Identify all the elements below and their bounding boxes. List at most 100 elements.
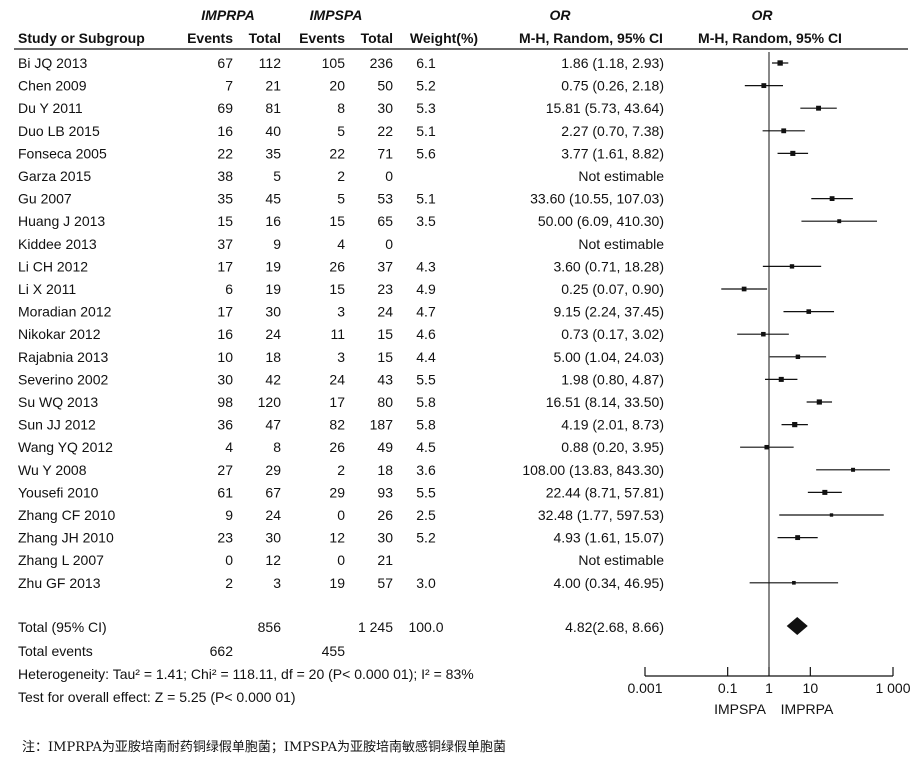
- events2-value: 8: [337, 100, 345, 116]
- table-row: Li CH 2012 17 19 26 37 4.3 3.60 (0.71, 18.28): [18, 258, 664, 274]
- table-row: Sun JJ 2012 36 47 82 187 5.8 4.19 (2.01, 8.73): [18, 417, 664, 433]
- events2-value: 105: [322, 55, 346, 71]
- x-label-left: IMPSPA: [714, 701, 767, 717]
- weight-value: 4.9: [416, 281, 436, 297]
- study-name: Su WQ 2013: [18, 394, 98, 410]
- events2-value: 0: [337, 507, 345, 523]
- forest-method-header: M-H, Random, 95% CI: [698, 30, 842, 46]
- point-estimate: [792, 422, 798, 428]
- weight-value: 5.1: [416, 191, 436, 207]
- total-events-e1: 662: [210, 643, 234, 659]
- method-header: M-H, Random, 95% CI: [519, 30, 663, 46]
- ci-value: 4.93 (1.61, 15.07): [553, 530, 664, 546]
- forest-marks: [721, 52, 890, 676]
- events1-value: 61: [217, 484, 233, 500]
- total-events-e2: 455: [322, 643, 346, 659]
- events2-value: 22: [329, 145, 345, 161]
- total2-value: 0: [385, 168, 393, 184]
- weight-header: Weight(%): [410, 30, 478, 46]
- weight-value: 3.5: [416, 213, 436, 229]
- point-estimate: [741, 286, 747, 292]
- study-name: Kiddee 2013: [18, 236, 97, 252]
- table-row: Du Y 2011 69 81 8 30 5.3 15.81 (5.73, 43.64): [18, 100, 664, 116]
- total2-value: 71: [377, 145, 393, 161]
- total1-value: 40: [265, 123, 281, 139]
- events1-value: 36: [217, 417, 233, 433]
- total1-value: 19: [265, 258, 281, 274]
- study-name: Wang YQ 2012: [18, 439, 113, 455]
- ci-value: 16.51 (8.14, 33.50): [546, 394, 664, 410]
- events1-value: 17: [217, 258, 233, 274]
- total2-value: 57: [377, 575, 393, 591]
- study-name: Huang J 2013: [18, 213, 105, 229]
- ci-value: Not estimable: [578, 552, 664, 568]
- total1-value: 67: [265, 484, 281, 500]
- ci-value: 33.60 (10.55, 107.03): [530, 191, 664, 207]
- ci-value: 3.77 (1.61, 8.82): [561, 145, 664, 161]
- events1-value: 7: [225, 78, 233, 94]
- events1-value: 22: [217, 145, 233, 161]
- study-name: Zhang CF 2010: [18, 507, 115, 523]
- point-estimate: [829, 513, 834, 517]
- table-row: Huang J 2013 15 16 15 65 3.5 50.00 (6.09, 410.…: [18, 213, 664, 229]
- point-estimate: [761, 83, 767, 89]
- table-row: Zhang L 2007 0 12 0 21 Not estimable: [18, 552, 664, 568]
- total1-value: 30: [265, 530, 281, 546]
- study-header: Study or Subgroup: [18, 30, 145, 46]
- total1-value: 35: [265, 145, 281, 161]
- total-weight: 100.0: [408, 619, 443, 635]
- x-label-right: IMPRPA: [781, 701, 834, 717]
- weight-value: 4.4: [416, 349, 436, 365]
- table-row: Zhu GF 2013 2 3 19 57 3.0 4.00 (0.34, 46.95): [18, 575, 664, 591]
- ci-value: 1.98 (0.80, 4.87): [561, 371, 664, 387]
- study-name: Li X 2011: [18, 281, 76, 297]
- weight-value: 4.7: [416, 304, 436, 320]
- events1-value: 35: [217, 191, 233, 207]
- events1-value: 0: [225, 552, 233, 568]
- study-name: Yousefi 2010: [18, 484, 99, 500]
- events1-value: 4: [225, 439, 233, 455]
- table-row: Nikokar 2012 16 24 11 15 4.6 0.73 (0.17, 3.02): [18, 326, 664, 342]
- ci-value: 2.27 (0.70, 7.38): [561, 123, 664, 139]
- total1-value: 3: [273, 575, 281, 591]
- weight-value: 4.6: [416, 326, 436, 342]
- events1-value: 15: [217, 213, 233, 229]
- events1-value: 23: [217, 530, 233, 546]
- group1-header: IMPRPA: [201, 7, 254, 23]
- events1-value: 17: [217, 304, 233, 320]
- weight-value: 5.6: [416, 145, 436, 161]
- table-row: Zhang CF 2010 9 24 0 26 2.5 32.48 (1.77, 597.5…: [18, 507, 664, 523]
- weight-value: 5.8: [416, 417, 436, 433]
- study-name: Gu 2007: [18, 191, 72, 207]
- weight-value: 4.3: [416, 258, 436, 274]
- table-row: Yousefi 2010 61 67 29 93 5.5 22.44 (8.71, 57.8…: [18, 484, 664, 500]
- ci-value: 32.48 (1.77, 597.53): [538, 507, 664, 523]
- total2-value: 43: [377, 371, 393, 387]
- study-name: Li CH 2012: [18, 258, 88, 274]
- total2-value: 37: [377, 258, 393, 274]
- events2-value: 5: [337, 191, 345, 207]
- events1-value: 16: [217, 123, 233, 139]
- study-name: Zhang JH 2010: [18, 530, 114, 546]
- events1-value: 67: [217, 55, 233, 71]
- point-estimate: [790, 150, 796, 156]
- total2-value: 22: [377, 123, 393, 139]
- events1-value: 30: [217, 371, 233, 387]
- weight-value: 5.3: [416, 100, 436, 116]
- total-ci: 4.82(2.68, 8.66): [565, 619, 664, 635]
- total1-value: 24: [265, 507, 281, 523]
- point-estimate: [822, 489, 828, 495]
- table-row: Bi JQ 2013 67 112 105 236 6.1 1.86 (1.18, 2.93…: [18, 55, 664, 71]
- total-events-label: Total events: [18, 643, 93, 659]
- total1-value: 16: [265, 213, 281, 229]
- total-t2: 1 245: [358, 619, 393, 635]
- pooled-diamond: [786, 617, 808, 635]
- table-row: Wu Y 2008 27 29 2 18 3.6 108.00 (13.83, 843.30…: [18, 462, 664, 478]
- point-estimate: [806, 309, 812, 314]
- point-estimate: [795, 535, 801, 541]
- study-name: Duo LB 2015: [18, 123, 100, 139]
- events2-value: 3: [337, 349, 345, 365]
- ci-value: 3.60 (0.71, 18.28): [553, 258, 664, 274]
- total2-value: 236: [370, 55, 394, 71]
- total2-value: 30: [377, 100, 393, 116]
